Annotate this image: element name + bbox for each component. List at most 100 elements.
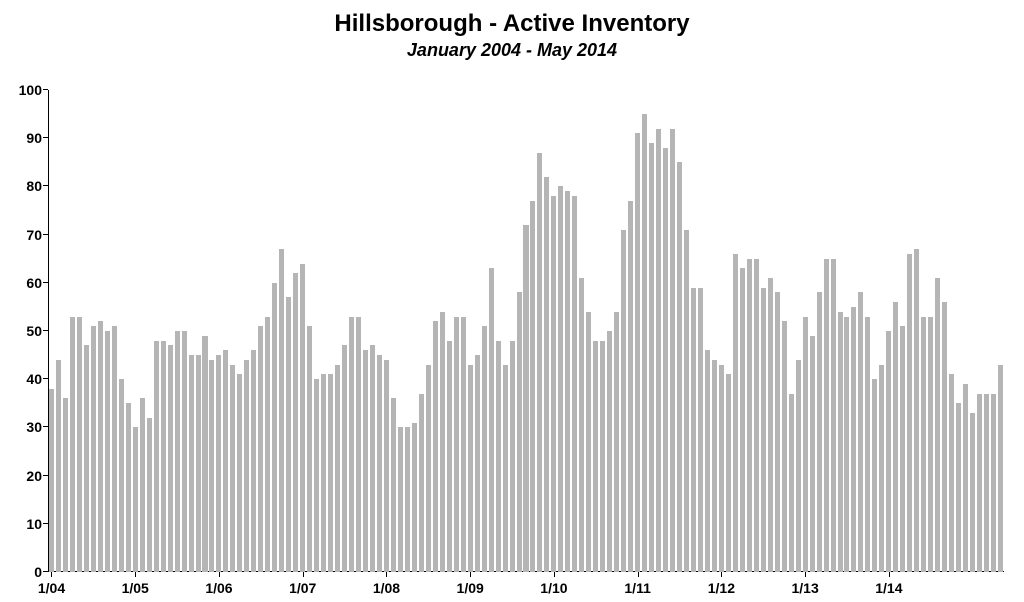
bar [551, 196, 556, 572]
chart-title-block: Hillsborough - Active Inventory January … [0, 10, 1024, 61]
bar [126, 403, 131, 572]
bar [154, 341, 159, 572]
bar [133, 427, 138, 572]
bar [782, 321, 787, 572]
bar [684, 230, 689, 572]
bar [49, 389, 54, 572]
bar [426, 365, 431, 572]
bar [956, 403, 961, 572]
bar [886, 331, 891, 572]
y-tick-label: 0 [34, 564, 42, 580]
bar [872, 379, 877, 572]
bar [593, 341, 598, 572]
bar [761, 288, 766, 572]
x-tick-label: 1/13 [791, 580, 818, 596]
bar [272, 283, 277, 572]
bar [677, 162, 682, 572]
bar [265, 317, 270, 572]
x-tick-label: 1/07 [289, 580, 316, 596]
chart-subtitle: January 2004 - May 2014 [0, 40, 1024, 61]
bar [196, 355, 201, 572]
bar [719, 365, 724, 572]
y-tick-label: 30 [26, 419, 42, 435]
bar [803, 317, 808, 572]
bar [572, 196, 577, 572]
y-tick-label: 50 [26, 323, 42, 339]
chart-title: Hillsborough - Active Inventory [0, 10, 1024, 38]
bar [461, 317, 466, 572]
bar [70, 317, 75, 572]
bar [935, 278, 940, 572]
bar [789, 394, 794, 572]
x-tick-label: 1/10 [540, 580, 567, 596]
y-tick-mark [43, 378, 48, 379]
y-tick-label: 10 [26, 516, 42, 532]
bar [607, 331, 612, 572]
bar [900, 326, 905, 572]
bar [851, 307, 856, 572]
bar [175, 331, 180, 572]
bar [342, 345, 347, 572]
bar [475, 355, 480, 572]
bar [335, 365, 340, 572]
bar [963, 384, 968, 572]
bar [858, 292, 863, 572]
bar [810, 336, 815, 572]
bar [817, 292, 822, 572]
bar [949, 374, 954, 572]
bar [747, 259, 752, 572]
bar [63, 398, 68, 572]
y-tick-mark [43, 89, 48, 90]
bar [705, 350, 710, 572]
bar [726, 374, 731, 572]
bar [530, 201, 535, 572]
bar [56, 360, 61, 572]
bar [523, 225, 528, 572]
bar [189, 355, 194, 572]
y-tick-label: 20 [26, 468, 42, 484]
bar [168, 345, 173, 572]
bar [621, 230, 626, 572]
bar [754, 259, 759, 572]
bar [363, 350, 368, 572]
bar [740, 268, 745, 572]
bar [328, 374, 333, 572]
y-tick-mark [43, 475, 48, 476]
y-tick-label: 100 [19, 82, 42, 98]
bar [279, 249, 284, 572]
y-tick-label: 60 [26, 275, 42, 291]
x-tick-label: 1/11 [624, 580, 650, 596]
bar [614, 312, 619, 572]
x-tick-label: 1/14 [875, 580, 902, 596]
y-tick-mark [43, 523, 48, 524]
bar [468, 365, 473, 572]
bar [482, 326, 487, 572]
bar [712, 360, 717, 572]
bar [914, 249, 919, 572]
bar [733, 254, 738, 572]
bar [321, 374, 326, 572]
bar [656, 129, 661, 572]
x-tick-label: 1/06 [205, 580, 232, 596]
bar [544, 177, 549, 572]
bar [768, 278, 773, 572]
bar [370, 345, 375, 572]
bar [349, 317, 354, 572]
bar [412, 423, 417, 572]
bar [244, 360, 249, 572]
bar [635, 133, 640, 572]
bar [579, 278, 584, 572]
y-axis: 0102030405060708090100 [0, 90, 48, 572]
bars-group [48, 90, 1004, 572]
bar [209, 360, 214, 572]
bar [98, 321, 103, 572]
y-tick-label: 80 [26, 178, 42, 194]
x-tick-label: 1/04 [38, 580, 65, 596]
y-tick-mark [43, 137, 48, 138]
bar [565, 191, 570, 572]
bar [405, 427, 410, 572]
bar [796, 360, 801, 572]
bar [517, 292, 522, 572]
bar [775, 292, 780, 572]
bar [223, 350, 228, 572]
